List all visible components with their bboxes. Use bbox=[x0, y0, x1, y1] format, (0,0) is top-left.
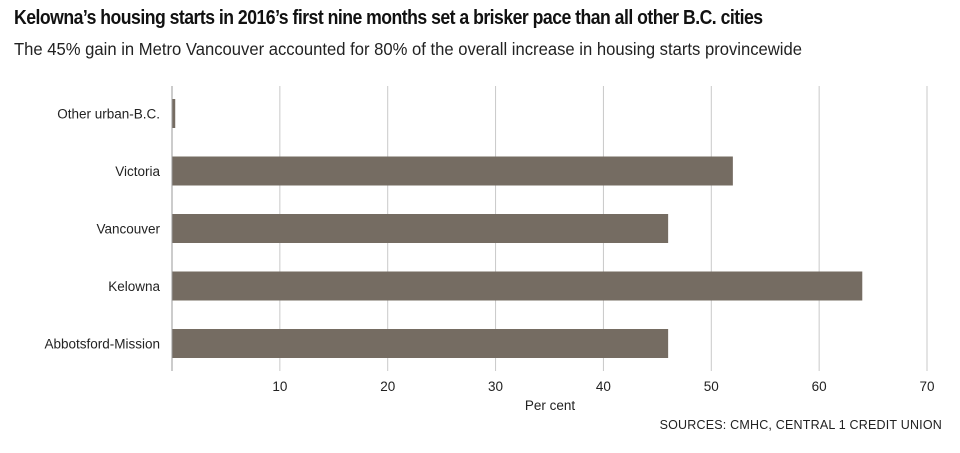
category-label: Abbotsford-Mission bbox=[44, 337, 160, 352]
bar-vancouver bbox=[172, 214, 669, 243]
x-tick-label: 20 bbox=[380, 379, 395, 394]
category-label: Vancouver bbox=[96, 222, 160, 237]
x-axis-title: Per cent bbox=[525, 398, 576, 413]
bar-abbotsford-mission bbox=[172, 329, 669, 358]
category-labels: Other urban-B.C. Victoria Vancouver Kelowna… bbox=[44, 107, 160, 352]
category-label: Other urban-B.C. bbox=[57, 107, 160, 122]
x-tick-label: 30 bbox=[488, 379, 503, 394]
bar-victoria bbox=[172, 156, 733, 186]
x-tick-label: 70 bbox=[919, 379, 934, 394]
bars bbox=[172, 99, 863, 358]
x-tick-label: 10 bbox=[272, 379, 287, 394]
x-axis: 10 20 30 40 50 60 70 bbox=[171, 86, 935, 394]
bar-kelowna bbox=[172, 271, 863, 301]
gridlines bbox=[279, 86, 928, 371]
category-label: Victoria bbox=[115, 164, 160, 179]
x-tick-label: 60 bbox=[812, 379, 827, 394]
category-label: Kelowna bbox=[108, 279, 160, 294]
x-tick-label: 50 bbox=[704, 379, 719, 394]
chart-subtitle: The 45% gain in Metro Vancouver accounte… bbox=[14, 39, 802, 59]
x-tick-label: 40 bbox=[596, 379, 611, 394]
bar-other-urban-b-c bbox=[172, 99, 176, 128]
chart-title: Kelowna’s housing starts in 2016’s first… bbox=[14, 6, 763, 29]
source-note: SOURCES: CMHC, CENTRAL 1 CREDIT UNION bbox=[659, 418, 942, 432]
